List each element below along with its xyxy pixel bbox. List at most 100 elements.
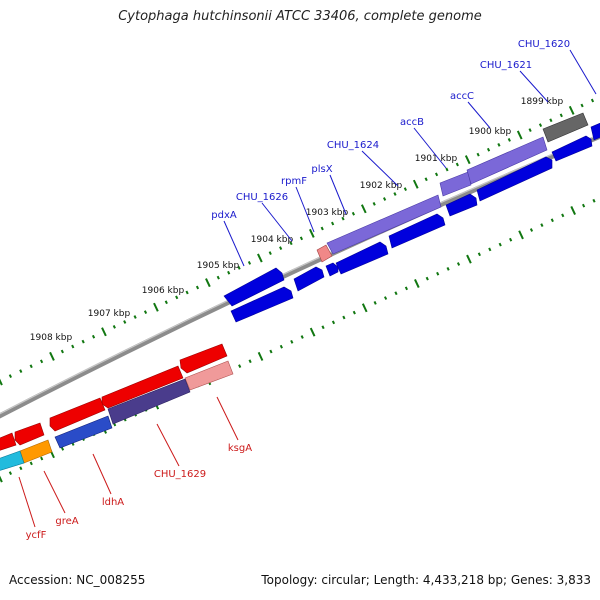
gene-arrow-pdxA-2[interactable] bbox=[230, 286, 294, 323]
gene-label-forward[interactable]: pdxA bbox=[211, 210, 237, 221]
gene-arrow-ycfF[interactable] bbox=[0, 450, 25, 472]
tick-label: 1901 kbp bbox=[415, 154, 458, 164]
inner-tick bbox=[425, 276, 429, 281]
outer-tick bbox=[590, 98, 595, 103]
gene-leader-line bbox=[216, 396, 239, 441]
gene-arrow-red-1[interactable] bbox=[49, 397, 106, 432]
outer-tick bbox=[71, 344, 75, 349]
gene-label-reverse[interactable]: ycfF bbox=[26, 530, 47, 541]
inner-tick bbox=[300, 335, 304, 339]
outer-tick bbox=[299, 236, 304, 241]
outer-tick bbox=[101, 327, 107, 337]
outer-tick bbox=[360, 204, 367, 214]
gene-arrow-pdxA[interactable] bbox=[223, 267, 285, 307]
gene-label-forward[interactable]: plsX bbox=[311, 164, 332, 175]
gene-label-forward[interactable]: accC bbox=[450, 91, 474, 102]
tick-label: 1900 kbp bbox=[469, 127, 512, 137]
gene-arrow-CHU_1620[interactable] bbox=[590, 121, 600, 141]
gene-arrow-ksgA-b[interactable] bbox=[179, 343, 228, 374]
gene-arrow-plsX[interactable] bbox=[325, 262, 339, 277]
gene-arrow-accB-c[interactable] bbox=[445, 193, 478, 217]
gene-arrow-CHU_1626[interactable] bbox=[293, 266, 325, 292]
outer-tick bbox=[568, 105, 575, 115]
outer-tick bbox=[247, 261, 252, 265]
tick-label: 1905 kbp bbox=[197, 261, 240, 271]
inner-tick bbox=[383, 296, 388, 300]
outer-tick bbox=[81, 339, 85, 344]
gene-label-forward[interactable]: CHU_1621 bbox=[480, 60, 532, 71]
inner-tick bbox=[414, 278, 420, 288]
outer-tick bbox=[351, 211, 355, 216]
gene-arrow-CHU_1629[interactable] bbox=[107, 378, 191, 425]
gene-leader-line bbox=[18, 476, 36, 528]
gene-arrow-accB-b[interactable] bbox=[388, 213, 446, 249]
outer-tick bbox=[580, 103, 584, 108]
inner-tick bbox=[40, 456, 44, 461]
gene-label-forward[interactable]: CHU_1620 bbox=[518, 39, 570, 50]
gene-label-reverse[interactable]: ksgA bbox=[228, 443, 252, 454]
outer-tick bbox=[143, 310, 148, 314]
outer-tick bbox=[237, 265, 241, 270]
gene-arrow-accB[interactable] bbox=[439, 171, 472, 197]
outer-tick bbox=[320, 226, 324, 231]
gene-leader-line bbox=[467, 101, 491, 129]
gene-arrow-CHU_1624[interactable] bbox=[326, 194, 442, 255]
reverse-gene-labels: ksgA CHU_1629 ldhA greA ycfF bbox=[18, 396, 252, 541]
map-title: Cytophaga hutchinsonii ATCC 33406, compl… bbox=[118, 9, 482, 24]
inner-tick-ring bbox=[0, 198, 596, 483]
gene-label-forward[interactable]: CHU_1624 bbox=[327, 140, 379, 151]
outer-tick bbox=[455, 162, 459, 167]
inner-tick bbox=[561, 213, 565, 218]
gene-arrow-rpmF[interactable] bbox=[316, 244, 333, 263]
gene-leader-line bbox=[92, 453, 112, 495]
tick-labels: 1908 kbp 1907 kbp 1906 kbp 1905 kbp 1904 kbp… bbox=[30, 97, 564, 343]
inner-tick bbox=[446, 267, 450, 271]
forward-gene-labels: pdxA CHU_1626 rpmF plsX CHU_1624 accB accC CHU_… bbox=[211, 39, 597, 267]
outer-tick bbox=[434, 172, 439, 177]
gene-label-forward[interactable]: accB bbox=[400, 117, 424, 128]
outer-tick bbox=[91, 334, 96, 339]
tick-label: 1899 kbp bbox=[521, 97, 564, 107]
inner-tick bbox=[331, 320, 336, 325]
gene-arrow-red-2[interactable] bbox=[14, 422, 45, 446]
gene-label-forward[interactable]: CHU_1626 bbox=[236, 192, 288, 203]
outer-tick bbox=[112, 325, 116, 329]
outer-tick-ring bbox=[0, 98, 595, 386]
inner-tick bbox=[60, 446, 65, 451]
gene-leader-line bbox=[413, 127, 447, 169]
inner-tick bbox=[0, 475, 3, 483]
gene-arrow-CHU_1624-b[interactable] bbox=[335, 241, 389, 275]
tick-label: 1904 kbp bbox=[251, 235, 294, 245]
outer-tick bbox=[49, 351, 55, 361]
inner-tick bbox=[257, 351, 264, 361]
gene-label-reverse[interactable]: CHU_1629 bbox=[154, 469, 206, 480]
inner-tick bbox=[248, 359, 252, 364]
inner-tick bbox=[321, 325, 325, 330]
gene-label-reverse[interactable]: ldhA bbox=[102, 497, 124, 508]
gene-arrow-ldhA[interactable] bbox=[54, 415, 113, 449]
outer-tick bbox=[123, 320, 127, 324]
gene-arrow-accC[interactable] bbox=[466, 136, 548, 185]
inner-tick bbox=[8, 471, 13, 476]
gene-arrow-accC-b[interactable] bbox=[476, 156, 553, 202]
inner-tick bbox=[279, 344, 283, 349]
outer-tick bbox=[559, 113, 563, 118]
gene-arrow-CHU_1621-b[interactable] bbox=[551, 135, 593, 162]
outer-tick bbox=[464, 155, 471, 165]
tick-label: 1903 kbp bbox=[306, 208, 349, 218]
tick-label: 1902 kbp bbox=[360, 181, 403, 191]
gene-label-reverse[interactable]: greA bbox=[55, 516, 78, 527]
inner-tick bbox=[394, 291, 398, 296]
gene-arrow-CHU_1621[interactable] bbox=[542, 112, 589, 143]
outer-tick bbox=[29, 364, 33, 369]
outer-tick bbox=[341, 216, 345, 221]
gene-arrow-ksgA[interactable] bbox=[184, 360, 234, 391]
inner-tick bbox=[29, 461, 33, 466]
inner-tick bbox=[592, 198, 596, 203]
gene-arrow-red-3[interactable] bbox=[0, 432, 17, 452]
gene-label-forward[interactable]: rpmF bbox=[281, 176, 307, 187]
inner-tick bbox=[342, 315, 346, 320]
gene-arrow-greA[interactable] bbox=[19, 439, 53, 464]
outer-tick bbox=[383, 197, 387, 201]
gene-leader-line bbox=[361, 150, 399, 187]
